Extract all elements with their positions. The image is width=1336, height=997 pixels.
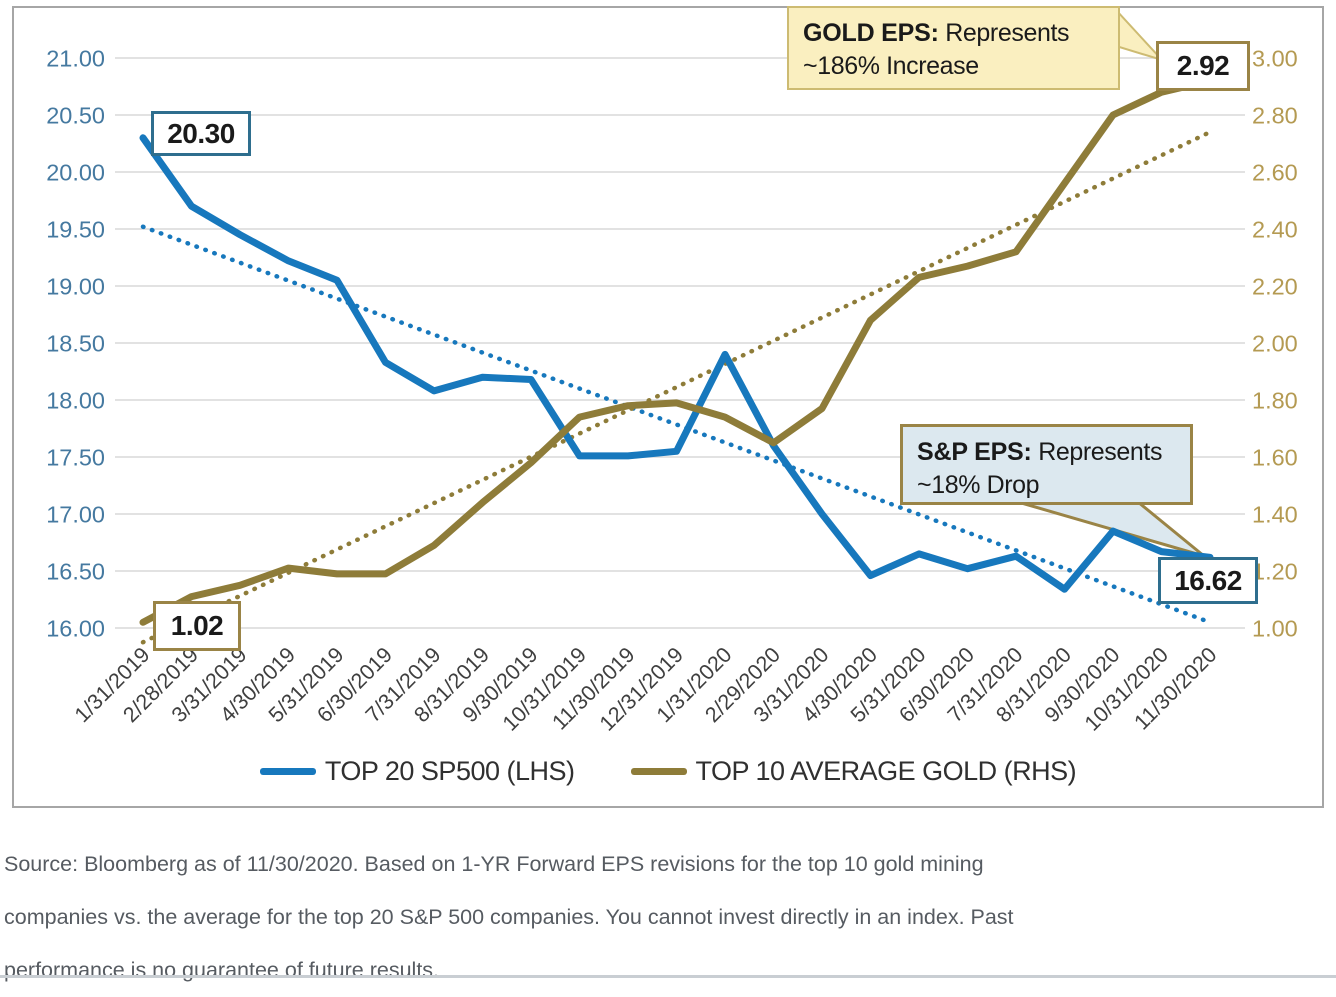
left-axis-tick: 18.00 bbox=[46, 388, 105, 414]
left-axis-tick: 20.50 bbox=[46, 103, 105, 129]
sp500-line-swatch bbox=[259, 768, 316, 775]
left-axis-tick: 19.00 bbox=[46, 274, 105, 300]
right-axis-tick: 2.80 bbox=[1252, 103, 1298, 129]
left-axis-tick: 17.50 bbox=[46, 445, 105, 471]
right-axis-tick: 2.40 bbox=[1252, 217, 1298, 243]
legend-label-sp500: TOP 20 SP500 (LHS) bbox=[324, 756, 575, 786]
gold-trendline bbox=[140, 129, 1213, 645]
sp-eps-callout: S&P EPS: Represents ~18% Drop bbox=[900, 424, 1193, 505]
sp-eps-callout-line2: ~18% Drop bbox=[917, 471, 1040, 499]
right-axis-tick: 1.00 bbox=[1252, 616, 1298, 642]
gold-line bbox=[139, 77, 1214, 626]
source-note: Source: Bloomberg as of 11/30/2020. Base… bbox=[4, 838, 1334, 997]
sp500-start-value-label: 20.30 bbox=[151, 111, 251, 156]
sp500-line bbox=[139, 134, 1214, 593]
source-line-3: performance is no guarantee of future re… bbox=[4, 958, 440, 982]
source-line-2: companies vs. the average for the top 20… bbox=[4, 905, 1014, 929]
right-axis-tick: 1.20 bbox=[1252, 559, 1298, 585]
source-line-1: Source: Bloomberg as of 11/30/2020. Base… bbox=[4, 852, 984, 876]
sp500-end-value-label: 16.62 bbox=[1158, 557, 1258, 604]
gold-eps-callout-line2: ~186% Increase bbox=[803, 52, 979, 80]
right-axis-tick: 1.60 bbox=[1252, 445, 1298, 471]
gold-line-swatch bbox=[630, 768, 687, 775]
right-axis-tick: 1.80 bbox=[1252, 388, 1298, 414]
gold-end-value-label: 2.92 bbox=[1156, 41, 1250, 91]
right-axis-tick: 2.60 bbox=[1252, 160, 1298, 186]
gold-start-value-label: 1.02 bbox=[153, 601, 241, 651]
sp-eps-callout-line1: S&P EPS: Represents bbox=[917, 438, 1163, 466]
chart-legend: TOP 20 SP500 (LHS) TOP 10 AVERAGE GOLD (… bbox=[0, 756, 1336, 787]
right-axis-tick: 2.20 bbox=[1252, 274, 1298, 300]
right-axis-tick: 2.00 bbox=[1252, 331, 1298, 357]
legend-label-gold: TOP 10 AVERAGE GOLD (RHS) bbox=[695, 756, 1077, 786]
legend-item-sp500: TOP 20 SP500 (LHS) bbox=[259, 756, 575, 787]
left-axis-tick: 17.00 bbox=[46, 502, 105, 528]
left-axis-tick: 16.00 bbox=[46, 616, 105, 642]
gold-eps-callout: GOLD EPS: Represents ~186% Increase bbox=[787, 6, 1120, 90]
left-axis-tick: 20.00 bbox=[46, 160, 105, 186]
right-axis-tick: 1.40 bbox=[1252, 502, 1298, 528]
legend-item-gold: TOP 10 AVERAGE GOLD (RHS) bbox=[630, 756, 1077, 787]
left-axis-tick: 21.00 bbox=[46, 46, 105, 72]
bottom-divider bbox=[0, 975, 1336, 978]
left-axis-tick: 18.50 bbox=[46, 331, 105, 357]
gold-eps-callout-line1: GOLD EPS: Represents bbox=[803, 19, 1070, 47]
left-axis-tick: 19.50 bbox=[46, 217, 105, 243]
right-axis-tick: 3.00 bbox=[1252, 46, 1298, 72]
left-axis-tick: 16.50 bbox=[46, 559, 105, 585]
sp500-trendline bbox=[140, 224, 1213, 625]
